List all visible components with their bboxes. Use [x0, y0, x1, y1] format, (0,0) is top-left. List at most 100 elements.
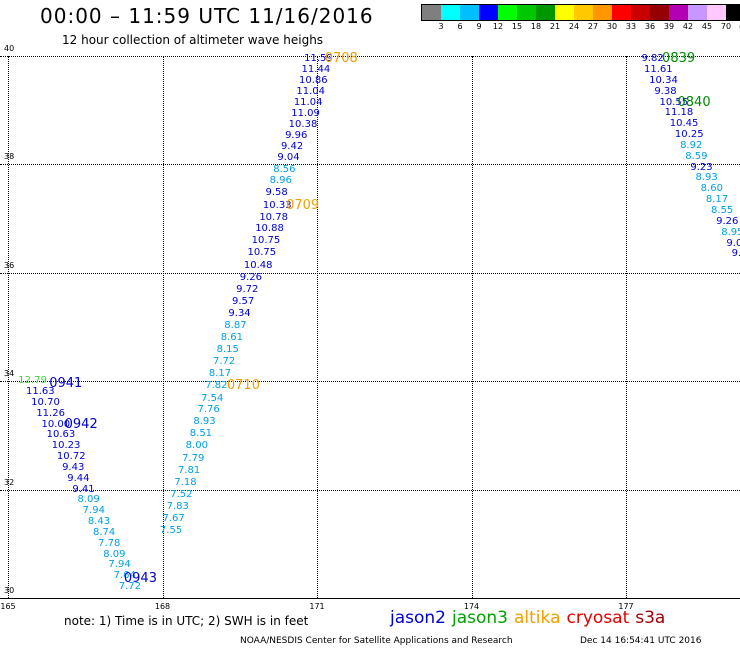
color-scale-label: 9	[476, 22, 482, 31]
swh-value: 9.41	[72, 483, 95, 495]
grid-line-vertical	[8, 56, 9, 598]
swh-value: 9.43	[62, 461, 85, 473]
y-tick-label: 36	[4, 260, 15, 270]
swh-value: 7.83	[166, 501, 189, 513]
swh-value: 8.51	[189, 428, 213, 440]
color-swatch	[517, 5, 536, 20]
color-swatch	[574, 5, 593, 20]
x-tick-label: 168	[154, 602, 171, 611]
legend-item-altika: altika	[514, 608, 561, 628]
swh-value: 10.78	[259, 212, 288, 224]
x-tick-label: 165	[0, 602, 16, 611]
map-bottom-border	[0, 598, 740, 599]
y-tick-label: 30	[4, 586, 15, 595]
color-swatch	[479, 5, 498, 20]
color-swatch	[593, 5, 612, 20]
swh-value: 10.48	[243, 259, 273, 271]
footer-organization: NOAA/NESDIS Center for Satellite Applica…	[240, 636, 513, 646]
swh-value: 9.26	[239, 271, 263, 283]
swh-value: 10.88	[255, 223, 284, 235]
color-scale	[421, 4, 740, 21]
grid-line-vertical	[626, 56, 627, 598]
color-scale-label: 30	[606, 22, 618, 31]
swh-value: 10.25	[674, 129, 704, 141]
pass-time-label: 0708	[324, 51, 358, 67]
swh-value: 8.93	[695, 172, 718, 184]
swh-value: 8.09	[77, 494, 100, 506]
color-scale-label: (ft)	[739, 22, 740, 31]
swh-value: 11.26	[36, 407, 65, 419]
swh-value: 9.44	[67, 472, 90, 484]
swh-value: 9.23	[690, 161, 713, 173]
swh-value: 9.26	[716, 215, 739, 227]
swh-value: 8.17	[705, 194, 729, 206]
grid-line-vertical	[162, 56, 164, 598]
swh-value: 7.82	[205, 380, 228, 392]
swh-value: 7.72	[212, 356, 236, 368]
legend-item-s3a: s3a	[635, 608, 666, 628]
satellite-legend: jason2 jason3 altika cryosat s3a	[390, 608, 671, 628]
color-swatch	[631, 5, 650, 20]
x-tick-label: 174	[463, 602, 480, 611]
swh-value: 8.15	[216, 344, 239, 356]
swh-value: 8.87	[224, 319, 247, 331]
color-scale-label: 70	[720, 22, 732, 31]
swh-value: 9.34	[228, 307, 251, 319]
swh-value: 11.09	[291, 107, 320, 119]
swh-value: 9.04	[277, 151, 300, 163]
swh-value: 7.79	[182, 452, 205, 464]
swh-value: 8.95	[721, 226, 740, 238]
color-scale-label: 33	[625, 22, 637, 31]
swh-value: 8.00	[185, 440, 208, 452]
color-swatch	[707, 5, 726, 20]
color-scale-label: 15	[511, 22, 523, 31]
swh-value: 8.74	[92, 526, 116, 538]
grid-line-horizontal	[0, 489, 740, 491]
y-tick-label: 32	[4, 477, 15, 487]
swh-value: 7.94	[108, 559, 131, 571]
swh-value: 7.72	[118, 581, 141, 593]
grid-line-vertical	[317, 56, 318, 598]
color-scale-label: 12	[492, 22, 504, 31]
note-text: note: 1) Time is in UTC; 2) SWH is in fe…	[64, 614, 309, 628]
x-tick-label: 177	[618, 602, 634, 611]
color-scale-label: 21	[549, 22, 561, 31]
grid-line-horizontal	[0, 381, 740, 383]
swh-value: 10.75	[247, 247, 277, 259]
pass-time-label: 0839	[662, 51, 696, 67]
grid-line-horizontal	[0, 164, 740, 166]
pass-time-label: 0941	[49, 375, 83, 391]
color-swatch	[555, 5, 574, 20]
color-swatch	[688, 5, 707, 20]
pass-time-label: 0943	[123, 571, 157, 587]
swh-value: 8.96	[269, 175, 292, 187]
x-tick-label: 171	[309, 602, 325, 611]
color-scale-label: 42	[682, 22, 694, 31]
color-swatch	[612, 5, 631, 20]
swh-value: 10.34	[649, 74, 678, 86]
color-swatch	[460, 5, 479, 20]
y-tick-label: 38	[4, 152, 15, 162]
swh-value: 9.0	[726, 237, 740, 249]
y-tick-label: 40	[4, 44, 15, 53]
swh-value: 8.56	[273, 163, 296, 175]
swh-value: 8.17	[208, 368, 232, 380]
swh-value: 8.92	[680, 139, 703, 151]
swh-value: 7.81	[177, 464, 201, 476]
swh-value: 10.33	[262, 199, 292, 211]
swh-value: 8.09	[103, 548, 126, 560]
y-tick-label: 34	[4, 369, 15, 379]
swh-value: 10.55	[659, 96, 689, 108]
swh-value: 9.42	[280, 141, 304, 153]
page-subtitle: 12 hour collection of altimeter wave hei…	[62, 33, 324, 47]
swh-value: 10.70	[31, 396, 60, 408]
legend-item-cryosat: cryosat	[566, 608, 630, 628]
swh-value: 7.18	[174, 477, 197, 489]
grid-line-vertical	[471, 56, 473, 598]
footer-timestamp: Dec 14 16:54:41 UTC 2016	[580, 636, 702, 646]
color-scale-label: 27	[587, 22, 599, 31]
swh-value: 7.94	[82, 505, 105, 517]
color-swatch	[726, 5, 740, 20]
swh-value: 8.59	[685, 150, 708, 162]
color-scale-label: 24	[568, 22, 580, 31]
